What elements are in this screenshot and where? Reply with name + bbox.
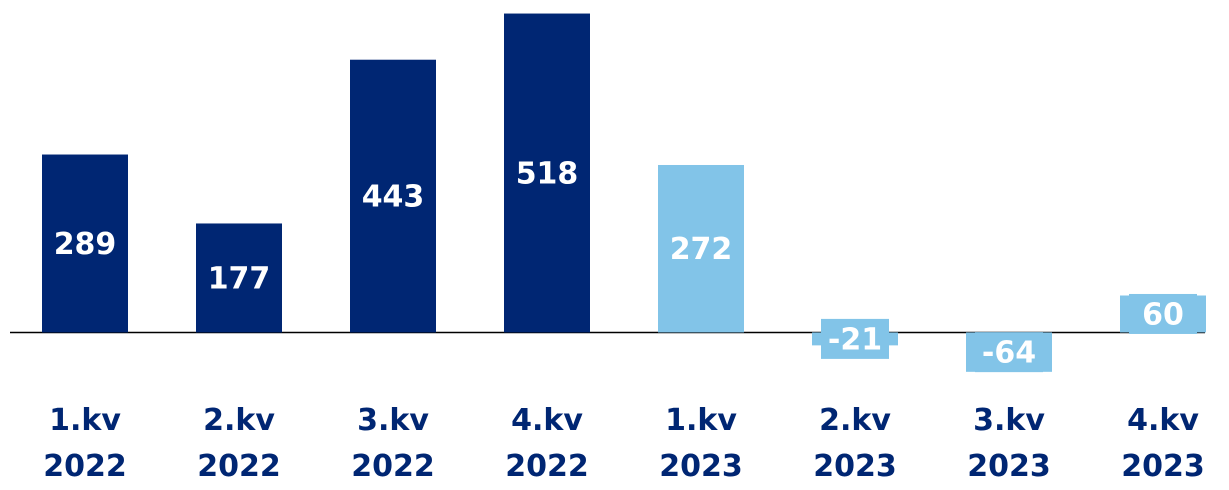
bar	[504, 13, 590, 333]
x-tick-label: 2.kv 2022	[197, 403, 281, 484]
value-label-box	[975, 332, 1043, 373]
value-label: 60	[1142, 297, 1184, 332]
value-label: 177	[208, 261, 271, 296]
bar	[196, 223, 282, 333]
value-label: 518	[516, 156, 579, 191]
value-label: 289	[54, 227, 117, 262]
x-tick-label: 1.kv 2023	[659, 403, 743, 484]
bar	[658, 164, 744, 333]
x-tick-label: 3.kv 2023	[967, 403, 1051, 484]
value-label: 443	[362, 180, 425, 215]
value-label: 272	[670, 232, 733, 267]
value-label-box	[821, 318, 889, 359]
value-label: -21	[828, 322, 882, 357]
x-tick-label: 4.kv 2023	[1121, 403, 1205, 484]
value-label: -64	[982, 336, 1036, 371]
bar	[350, 59, 436, 333]
bar	[42, 154, 128, 333]
value-label-box	[1129, 293, 1197, 334]
x-tick-label: 3.kv 2022	[351, 403, 435, 484]
x-tick-label: 2.kv 2023	[813, 403, 897, 484]
x-tick-label: 4.kv 2022	[505, 403, 589, 484]
x-tick-label: 1.kv 2022	[43, 403, 127, 484]
